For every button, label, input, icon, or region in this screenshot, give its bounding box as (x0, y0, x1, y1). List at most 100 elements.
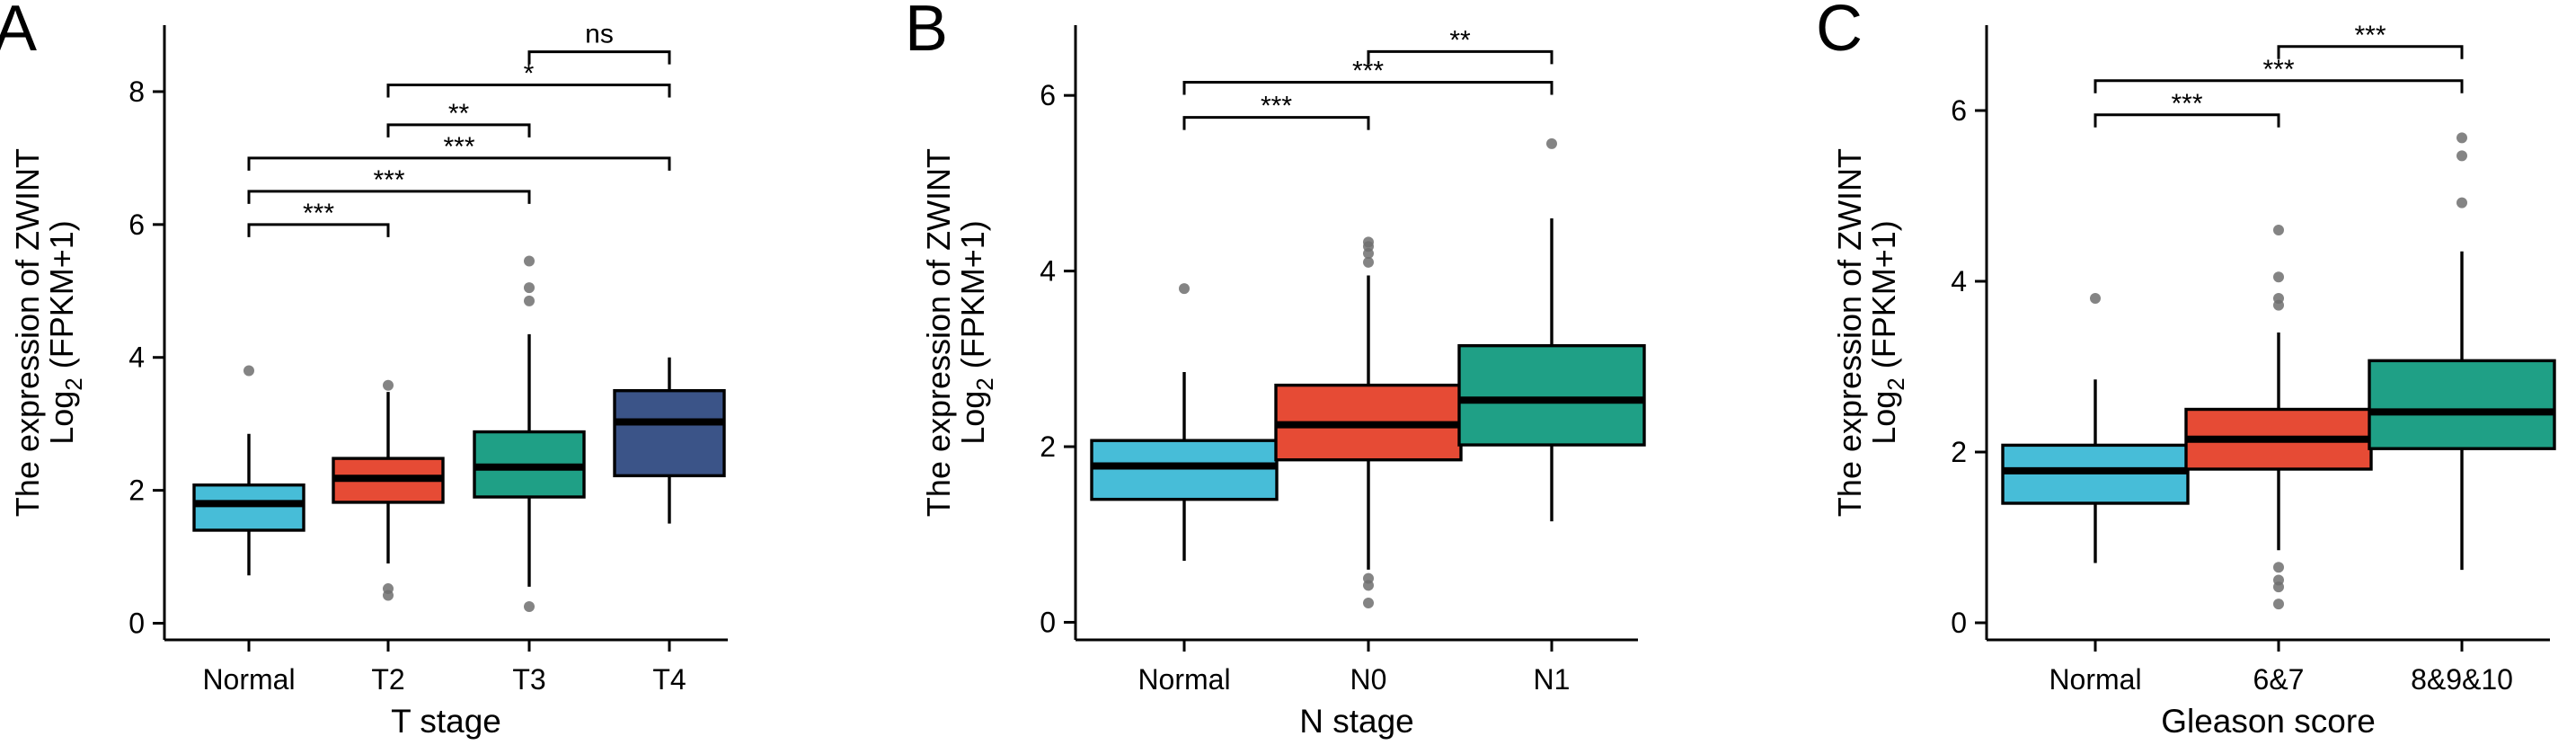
significance-label: *** (2171, 89, 2202, 119)
y-axis-title-subscript: 2 (1882, 377, 1909, 390)
significance-label: ns (585, 20, 614, 49)
y-tick-label: 6 (128, 208, 145, 241)
y-tick-label: 4 (1040, 255, 1056, 288)
significance-label: *** (443, 132, 474, 162)
panel-label: C (1816, 0, 1863, 65)
x-axis-title: T stage (391, 703, 501, 740)
significance-bracket (527, 50, 671, 65)
y-tick-label: 4 (1951, 265, 1967, 297)
outlier-point (2456, 150, 2467, 162)
x-tick-label: T2 (371, 663, 404, 696)
box-1 (1274, 236, 1463, 608)
y-axis-title-line1: The expression of ZWINT (920, 148, 957, 517)
x-axis-title: Gleason score (2161, 703, 2376, 740)
y-axis-title-log: Log (1865, 391, 1902, 445)
outlier-point (1363, 236, 1374, 248)
y-tick-label: 2 (1951, 436, 1967, 468)
box-1 (332, 379, 445, 601)
outlier-point (524, 295, 535, 306)
outlier-point (2273, 581, 2284, 593)
outlier-point (1363, 597, 1374, 608)
y-axis-title-unit: (FPKM+1) (43, 220, 80, 377)
outlier-point (524, 282, 535, 294)
outlier-point (2456, 132, 2467, 144)
y-tick-label: 0 (1951, 607, 1967, 639)
x-tick-label: 6&7 (2253, 663, 2305, 696)
significance-label: *** (303, 199, 334, 228)
outlier-point (243, 365, 254, 377)
box-body (613, 389, 726, 478)
outlier-point (1363, 580, 1374, 591)
y-tick-label: 2 (1040, 430, 1056, 463)
significance-bracket (386, 84, 671, 98)
y-tick-label: 0 (128, 608, 145, 640)
y-axis-title-subscript: 2 (60, 377, 87, 390)
x-axis-title: N stage (1299, 703, 1414, 740)
significance-label: *** (373, 165, 404, 195)
outlier-point (2273, 599, 2284, 610)
outlier-point (2273, 271, 2284, 283)
outlier-point (2456, 197, 2467, 208)
significance-bracket (247, 190, 531, 204)
y-axis-title-log: Log (954, 391, 991, 445)
box-0 (1090, 283, 1279, 562)
y-axis-title-line2: Log2 (FPKM+1) (954, 220, 998, 445)
panel-label: A (0, 0, 37, 65)
outlier-point (2273, 225, 2284, 235)
significance-bracket (2277, 45, 2464, 59)
box-body (2368, 359, 2556, 450)
box-2 (473, 255, 586, 613)
significance-bracket (1182, 116, 1370, 130)
box-body (1090, 439, 1279, 501)
outlier-point (2273, 562, 2284, 573)
x-tick-label: Normal (2049, 663, 2141, 696)
significance-bracket (2094, 79, 2464, 93)
y-axis-title-log: Log (43, 391, 80, 445)
significance-bracket (247, 156, 671, 171)
significance-bracket (1367, 49, 1554, 65)
box-body (192, 483, 305, 532)
y-axis-title-line2: Log2 (FPKM+1) (43, 220, 87, 445)
y-tick-label: 4 (128, 341, 145, 374)
panel-label: B (905, 0, 948, 65)
significance-label: *** (2354, 21, 2386, 50)
box-2 (2368, 132, 2556, 571)
significance-bracket (386, 123, 531, 137)
significance-bracket (1182, 81, 1554, 95)
y-tick-label: 8 (128, 75, 145, 108)
box-0 (192, 365, 305, 576)
x-tick-label: T4 (652, 663, 686, 696)
y-axis-title-subscript: 2 (971, 377, 998, 390)
y-axis-title-line1: The expression of ZWINT (1831, 148, 1868, 517)
x-tick-label: Normal (1138, 663, 1230, 696)
significance-label: * (524, 59, 535, 89)
outlier-point (2090, 293, 2101, 304)
outlier-point (1179, 283, 1190, 295)
outlier-point (1546, 137, 1557, 149)
y-axis-title-line2: Log2 (FPKM+1) (1865, 220, 1909, 445)
significance-label: *** (1261, 92, 1292, 121)
y-axis-title-unit: (FPKM+1) (954, 220, 991, 377)
box-0 (2001, 293, 2190, 563)
box-body (1457, 343, 1646, 447)
y-tick-label: 6 (1951, 94, 1967, 127)
x-tick-label: Normal (202, 663, 295, 696)
y-tick-label: 0 (1040, 606, 1056, 638)
x-tick-label: N0 (1350, 663, 1387, 696)
y-axis-title-unit: (FPKM+1) (1865, 220, 1902, 377)
outlier-point (383, 379, 394, 391)
box-1 (2184, 225, 2373, 610)
x-tick-label: 8&9&10 (2411, 663, 2513, 696)
significance-label: ** (448, 99, 470, 129)
significance-label: *** (2262, 55, 2294, 84)
significance-bracket (247, 223, 390, 237)
significance-bracket (2094, 113, 2280, 128)
box-2 (1457, 137, 1646, 522)
y-tick-label: 6 (1040, 79, 1056, 111)
significance-label: ** (1449, 25, 1471, 55)
outlier-point (524, 255, 535, 267)
